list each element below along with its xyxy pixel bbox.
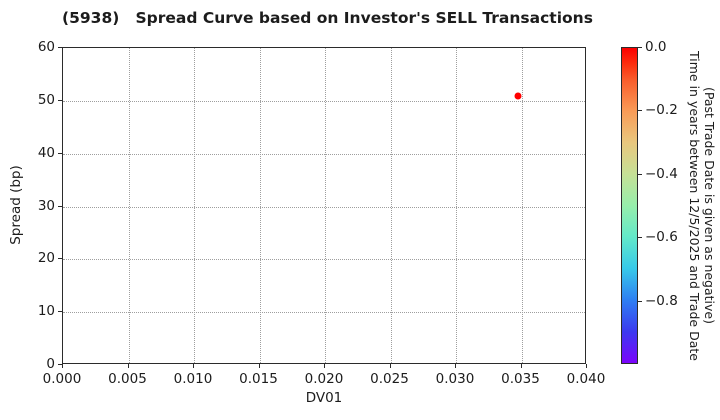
colorbar-label: Time in years between 12/5/2025 and Trad… — [687, 47, 717, 364]
grid-line-vertical — [390, 48, 392, 363]
x-tick-label: 0.025 — [370, 371, 409, 387]
colorbar-tick-mark — [638, 237, 642, 239]
colorbar-tick-mark — [638, 110, 642, 112]
grid-line-horizontal — [63, 100, 585, 102]
colorbar-tick-label: −0.2 — [645, 102, 678, 119]
colorbar-tick-mark — [638, 300, 642, 302]
data-point — [514, 92, 522, 100]
grid-line-horizontal — [63, 206, 585, 208]
y-tick-label: 40 — [37, 144, 55, 161]
grid-line-vertical — [521, 48, 523, 363]
y-tick-mark — [58, 364, 62, 365]
x-tick-label: 0.000 — [42, 371, 82, 387]
x-tick-label: 0.015 — [239, 371, 278, 387]
y-tick-mark — [58, 47, 62, 48]
y-tick-label: 30 — [37, 197, 55, 214]
y-tick-label: 50 — [37, 91, 55, 108]
grid-line-vertical — [456, 48, 457, 363]
chart-title: (5938) Spread Curve based on Investor's … — [62, 9, 593, 27]
x-tick-label: 0.020 — [304, 371, 344, 387]
y-tick-mark — [58, 152, 62, 154]
y-tick-mark — [58, 205, 62, 207]
grid-line-horizontal — [63, 153, 585, 155]
x-tick-label: 0.010 — [173, 371, 213, 387]
colorbar-tick-mark — [638, 47, 642, 48]
colorbar-tick-label: −0.8 — [645, 292, 678, 309]
x-tick-mark — [455, 364, 456, 368]
x-tick-label: 0.005 — [108, 371, 147, 387]
grid-line-vertical — [194, 48, 195, 363]
x-tick-label: 0.030 — [435, 371, 475, 387]
y-tick-mark — [58, 258, 62, 260]
x-tick-mark — [324, 364, 325, 368]
x-tick-mark — [389, 364, 391, 368]
grid-line-horizontal — [63, 312, 585, 314]
y-tick-label: 20 — [37, 250, 55, 267]
plot-area — [62, 47, 586, 364]
x-tick-mark — [193, 364, 194, 368]
colorbar-label-line1: Time in years between 12/5/2025 and Trad… — [687, 50, 702, 361]
colorbar-label-line2: (Past Trade Date is given as negative) — [702, 87, 717, 324]
x-tick-mark — [127, 364, 129, 368]
y-tick-mark — [58, 311, 62, 313]
y-tick-mark — [58, 99, 62, 101]
x-axis-label: DV01 — [305, 390, 343, 406]
x-tick-mark — [258, 364, 260, 368]
y-tick-label: 60 — [37, 39, 55, 55]
y-tick-label: 0 — [46, 356, 55, 372]
colorbar-tick-label: −0.4 — [645, 165, 678, 182]
x-tick-mark — [62, 364, 63, 368]
y-tick-label: 10 — [37, 303, 55, 320]
grid-line-vertical — [259, 48, 261, 363]
x-tick-label: 0.040 — [566, 371, 606, 387]
colorbar-tick-mark — [638, 173, 642, 175]
grid-line-vertical — [128, 48, 130, 363]
grid-line-vertical — [325, 48, 326, 363]
colorbar — [621, 47, 638, 364]
colorbar-tick-label: 0.0 — [645, 39, 667, 55]
x-tick-mark — [586, 364, 587, 368]
x-tick-mark — [520, 364, 522, 368]
colorbar-tick-label: −0.6 — [645, 229, 678, 246]
grid-line-horizontal — [63, 259, 585, 261]
x-tick-label: 0.035 — [501, 371, 540, 387]
